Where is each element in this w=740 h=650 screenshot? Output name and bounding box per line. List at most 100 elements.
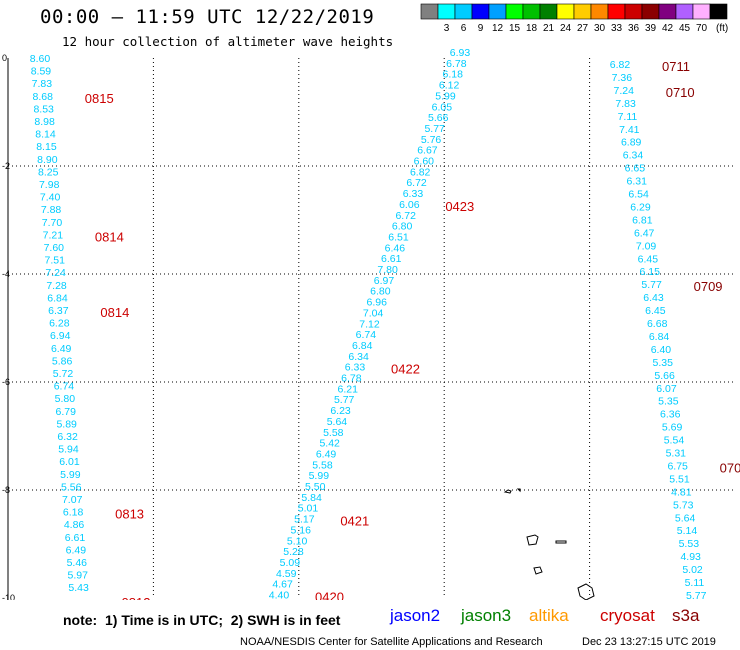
island-kauai [503,489,512,494]
wave-height-value: 6.68 [647,318,668,330]
wave-height-value: 6.72 [395,210,416,222]
wave-height-value: 6.78 [341,373,362,385]
wave-height-value: 6.49 [66,544,87,556]
wave-height-value: 5.42 [319,438,340,450]
wave-height-value: 5.54 [664,435,685,447]
pass-time-label: 0710 [666,85,695,100]
colorbar-label: 70 [696,23,708,34]
wave-height-value: 6.65 [625,163,646,175]
wave-height-value: 6.18 [63,507,84,519]
wave-height-value: 5.31 [666,448,687,460]
wave-height-value: 6.84 [47,292,68,304]
wave-height-map: -150-147-144-141-138-1350-2-4-6-8-10 8.6… [2,47,740,601]
pass-time-label: 0814 [95,229,124,244]
wave-height-value: 4.67 [272,579,293,591]
wave-height-value: 5.51 [669,473,690,485]
island-hawaii [577,583,595,600]
wave-height-value: 6.21 [338,383,359,395]
wave-height-value: 4.86 [64,519,85,531]
wave-height-value: 8.68 [33,91,54,103]
wave-height-value: 7.28 [46,280,67,292]
wave-height-value: 6.82 [610,59,631,71]
pass-time-label: 0422 [391,362,420,377]
wave-height-value: 6.01 [59,456,80,468]
wave-height-value: 6.47 [634,227,655,239]
pass-time-label: 0812 [122,595,151,600]
wave-height-value: 5.01 [298,503,319,515]
wave-height-value: 6.51 [388,231,409,243]
wave-height-value: 5.14 [677,525,698,537]
wave-height-value: 5.73 [673,499,694,511]
wave-height-value: 4.93 [680,551,701,563]
wave-height-value: 6.96 [367,297,388,309]
wave-height-value: 5.56 [61,481,82,493]
wave-height-value: 5.66 [654,370,675,382]
colorbar-label: 12 [492,23,504,34]
lat-tick-label: -8 [2,485,10,495]
wave-height-value: 6.74 [356,329,377,341]
wave-height-value: 7.40 [40,192,61,204]
wave-height-value: 7.24 [614,85,635,97]
legend-s3a: s3a [672,606,700,625]
wave-height-value: 6.84 [352,340,373,352]
wave-height-value: 6.18 [443,69,464,81]
colorbar-legend: 3 6 9 12 15 18 21 24 27 30 33 36 39 42 45 70 (ft) [420,3,728,34]
pass-time-label: 0709 [694,279,723,294]
wave-height-value: 5.76 [421,134,442,146]
wave-height-value: 5.72 [53,368,74,380]
colorbar-label: 33 [611,23,623,34]
wave-height-value: 6.97 [374,275,395,287]
page-title: 00:00 – 11:59 UTC 12/22/2019 [40,6,375,28]
island-niihau [516,488,521,493]
wave-height-value: 6.43 [643,292,664,304]
wave-height-value: 7.11 [618,111,638,123]
wave-height-value: 6.80 [392,221,413,233]
colorbar-label: 18 [526,23,538,34]
wave-height-value: 7.80 [377,264,398,276]
wave-height-value: 5.53 [679,538,700,550]
pass-time-label: 0420 [315,590,344,601]
wave-height-value: 6.84 [649,331,670,343]
wave-height-value: 5.77 [686,590,707,600]
colorbar-label: 36 [628,23,640,34]
wave-height-value: 5.64 [327,416,348,428]
footer-credit: NOAA/NESDIS Center for Satellite Applica… [240,636,543,648]
footer-note: note: 1) Time is in UTC; 2) SWH is in fe… [63,612,341,628]
wave-height-value: 5.09 [280,557,301,569]
wave-height-value: 7.24 [45,267,66,279]
wave-height-value: 6.60 [414,156,435,168]
wave-height-value: 8.53 [33,103,54,115]
wave-height-value: 5.84 [301,492,322,504]
wave-height-value: 6.49 [316,448,337,460]
wave-height-value: 5.02 [682,564,703,576]
wave-height-value: 7.07 [62,494,83,506]
wave-height-value: 4.59 [276,568,297,580]
wave-height-value: 6.80 [370,286,391,298]
wave-height-value: 6.81 [632,214,653,226]
wave-height-value: 6.94 [50,330,71,342]
lat-tick-label: -2 [2,161,10,171]
lat-tick-label: -6 [2,377,10,387]
colorbar-label: 42 [662,23,674,34]
colorbar-label: 9 [478,23,484,34]
colorbar-label: 15 [509,23,521,34]
wave-height-value: 6.75 [667,460,688,472]
wave-height-value: 7.12 [359,318,380,330]
wave-height-value: 7.41 [619,124,640,136]
wave-height-value: 5.64 [675,512,696,524]
wave-height-value: 6.33 [345,362,366,374]
wave-height-value: 5.35 [653,357,674,369]
wave-height-value: 6.29 [630,201,651,213]
wave-height-value: 6.67 [417,145,438,157]
wave-height-value: 7.70 [42,217,63,229]
wave-height-value: 6.49 [51,343,72,355]
lat-tick-label: -4 [2,269,10,279]
pass-time-label: 0711 [662,59,690,74]
wave-height-value: 6.28 [49,318,70,330]
island-molokai [555,540,567,544]
wave-height-value: 5.80 [55,393,76,405]
wave-height-value: 5.35 [658,396,679,408]
wave-height-value: 8.60 [30,53,51,65]
wave-height-value: 5.77 [334,394,355,406]
wave-height-value: 5.66 [428,112,449,124]
